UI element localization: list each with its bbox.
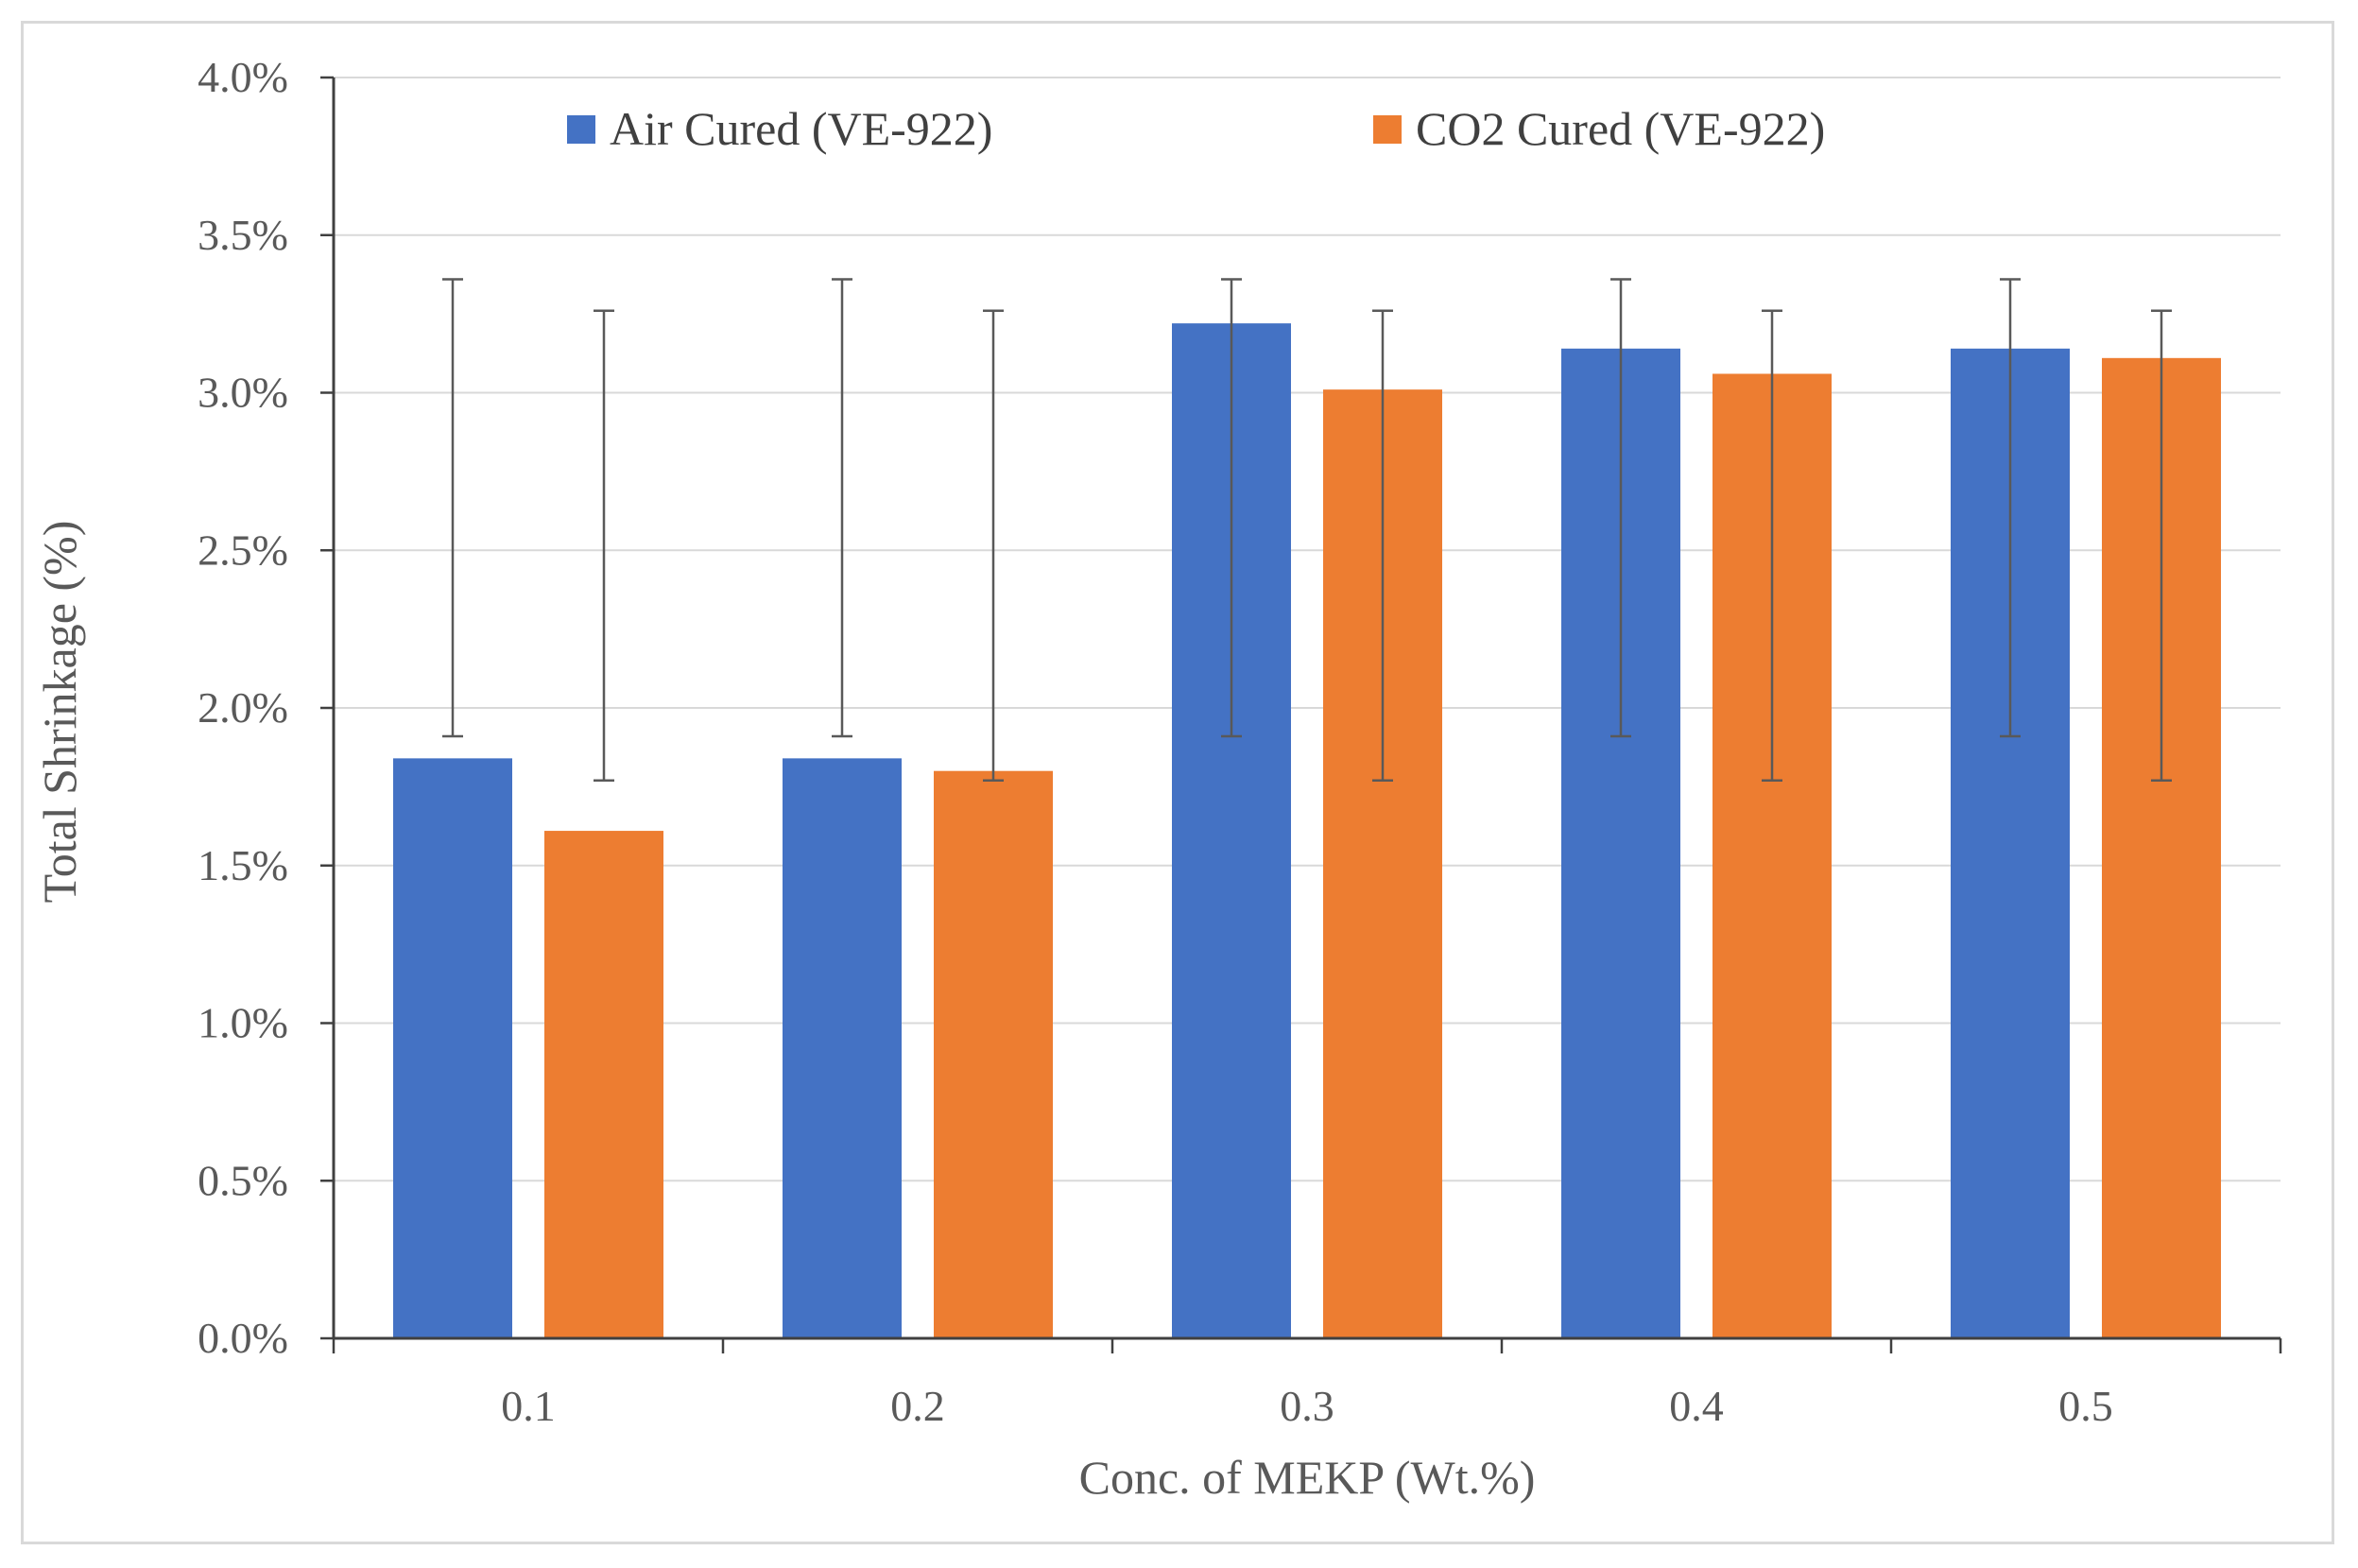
x-tick-label: 0.2 <box>890 1382 945 1430</box>
bar-co2-cured <box>544 831 663 1338</box>
legend-label-co2-cured: CO2 Cured (VE-922) <box>1416 102 1825 155</box>
bars <box>393 323 2221 1339</box>
y-tick-label: 1.0% <box>198 999 288 1047</box>
x-tick-label: 0.5 <box>2058 1382 2113 1430</box>
error-bar <box>1221 278 1242 738</box>
bar-air-cured <box>783 758 902 1338</box>
error-bar <box>2151 309 2172 782</box>
bar-air-cured <box>393 758 512 1338</box>
error-bar <box>1372 309 1393 782</box>
y-axis-title: Total Shrinkage (%) <box>33 521 86 904</box>
error-bars <box>442 278 2172 782</box>
x-tick-label: 0.4 <box>1669 1382 1724 1430</box>
legend-swatch-air-cured <box>567 115 595 144</box>
y-tick-label: 0.5% <box>198 1156 288 1204</box>
y-tick-label: 4.0% <box>198 53 288 101</box>
error-bar <box>594 309 614 782</box>
axes <box>320 76 2282 1353</box>
error-bar <box>1610 278 1631 738</box>
x-axis-title: Conc. of MEKP (Wt.%) <box>1079 1451 1536 1504</box>
x-tick-label: 0.1 <box>501 1382 556 1430</box>
y-tick-label: 2.5% <box>198 526 288 574</box>
x-tick-label: 0.3 <box>1280 1382 1334 1430</box>
error-bar <box>1762 309 1782 782</box>
error-bar <box>442 278 463 738</box>
y-tick-label: 3.5% <box>198 211 288 259</box>
y-tick-label: 0.0% <box>198 1314 288 1362</box>
error-bar <box>2000 278 2021 738</box>
error-bar <box>983 309 1004 782</box>
legend: Air Cured (VE-922) CO2 Cured (VE-922) <box>567 102 1825 155</box>
bar-co2-cured <box>934 770 1053 1338</box>
legend-swatch-co2-cured <box>1373 115 1402 144</box>
error-bar <box>832 278 852 738</box>
tick-labels: 0.0% 0.5% 1.0% 1.5% 2.0% 2.5% 3.0% 3.5% 4.0% 0.1 0… <box>198 53 2113 1430</box>
y-tick-label: 2.0% <box>198 683 288 732</box>
legend-label-air-cured: Air Cured (VE-922) <box>610 102 992 155</box>
y-tick-label: 3.0% <box>198 369 288 417</box>
y-tick-label: 1.5% <box>198 841 288 889</box>
